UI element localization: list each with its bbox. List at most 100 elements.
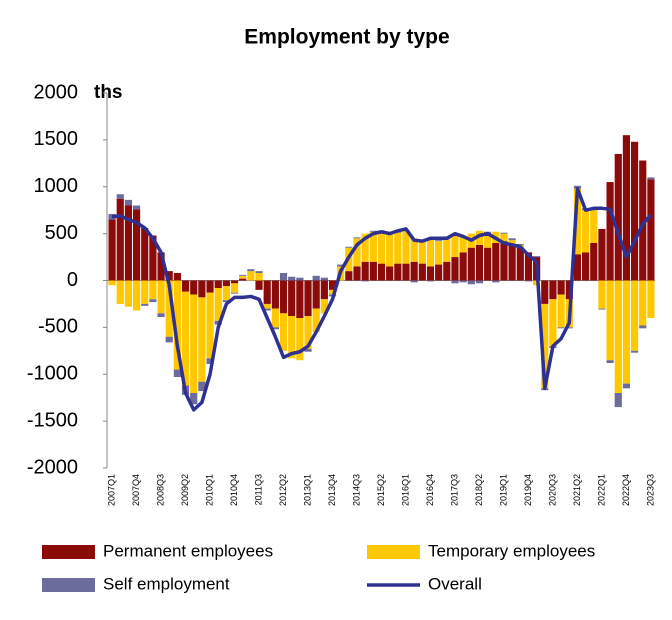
y-tick-label: -2000: [27, 456, 78, 478]
bar: [271, 280, 279, 309]
bar: [606, 280, 614, 361]
bar: [328, 280, 337, 290]
bar: [312, 275, 320, 281]
legend-swatch: [42, 578, 95, 592]
bar: [533, 256, 541, 258]
x-tick-label: 2016Q1: [400, 474, 410, 506]
bar: [435, 240, 443, 242]
bar: [435, 241, 443, 265]
bar: [255, 280, 263, 290]
bar: [451, 235, 459, 258]
bar: [132, 280, 141, 311]
bar: [222, 286, 230, 301]
chart-title: Employment by type: [244, 26, 449, 49]
x-tick-label: 2021Q2: [572, 474, 582, 506]
bar: [124, 205, 133, 281]
bar: [630, 141, 639, 281]
bar: [304, 348, 312, 352]
bar: [190, 280, 198, 295]
bar: [361, 280, 369, 282]
x-tick-label: 2023Q3: [645, 474, 655, 506]
bar: [557, 327, 565, 329]
bar: [647, 280, 655, 318]
bar: [304, 280, 312, 317]
bar: [614, 280, 622, 393]
bar: [124, 280, 133, 307]
bar: [181, 280, 190, 292]
bar: [639, 325, 647, 329]
bar: [394, 232, 402, 264]
bar: [369, 230, 377, 232]
bar: [230, 292, 239, 294]
bar: [508, 238, 516, 241]
legend-label: Temporary employees: [428, 541, 595, 560]
bar: [190, 294, 198, 393]
bar: [647, 177, 655, 180]
bar: [222, 280, 230, 287]
bar: [410, 261, 418, 281]
bar: [426, 238, 435, 267]
bar: [173, 369, 181, 378]
bar: [132, 205, 141, 210]
y-tick-label: 1500: [34, 128, 79, 150]
bar: [484, 247, 492, 281]
bar: [565, 280, 573, 300]
y-tick-label: -1000: [27, 363, 78, 385]
bar: [149, 235, 157, 281]
bar: [573, 188, 582, 255]
bar: [255, 271, 263, 273]
bar: [288, 280, 296, 317]
bar: [239, 278, 247, 281]
bar: [606, 360, 614, 363]
bar: [173, 273, 181, 281]
bar: [622, 383, 631, 389]
bar: [190, 393, 198, 405]
bar: [165, 336, 173, 343]
bar: [614, 393, 622, 408]
bar: [361, 261, 369, 281]
legend-label: Self employment: [103, 574, 230, 593]
bar: [222, 300, 230, 303]
bar: [263, 308, 271, 311]
bar: [598, 308, 606, 310]
x-tick-label: 2013Q4: [327, 474, 337, 506]
bar: [516, 247, 524, 281]
y-unit-label: ths: [94, 82, 123, 103]
bar: [157, 280, 165, 314]
bar: [606, 182, 614, 281]
bar: [230, 283, 239, 293]
bar: [369, 261, 377, 281]
x-tick-label: 2020Q3: [547, 474, 557, 506]
bar: [516, 243, 524, 245]
bar: [345, 246, 353, 248]
bar: [149, 280, 157, 300]
bar: [630, 280, 639, 351]
x-tick-label: 2013Q1: [302, 474, 312, 506]
bar: [524, 280, 533, 282]
bar: [312, 280, 320, 309]
bar: [459, 252, 467, 281]
bar: [557, 280, 565, 295]
x-tick-label: 2015Q2: [376, 474, 386, 506]
bar: [198, 381, 206, 392]
x-tick-label: 2008Q3: [155, 474, 165, 506]
bar: [157, 313, 165, 318]
x-tick-label: 2012Q2: [278, 474, 288, 506]
bar: [271, 308, 279, 328]
x-tick-label: 2019Q4: [523, 474, 533, 506]
bar: [206, 292, 214, 359]
bar: [206, 358, 214, 364]
bar: [116, 280, 124, 304]
bar: [639, 160, 647, 281]
x-tick-label: 2007Q4: [131, 474, 141, 506]
bar: [500, 232, 508, 234]
bar: [500, 233, 508, 242]
x-tick-label: 2017Q3: [449, 474, 459, 506]
bar: [573, 254, 582, 281]
bar: [475, 244, 484, 281]
bar: [279, 280, 288, 314]
bar: [353, 266, 361, 281]
bar: [255, 273, 263, 281]
bar: [451, 257, 459, 281]
